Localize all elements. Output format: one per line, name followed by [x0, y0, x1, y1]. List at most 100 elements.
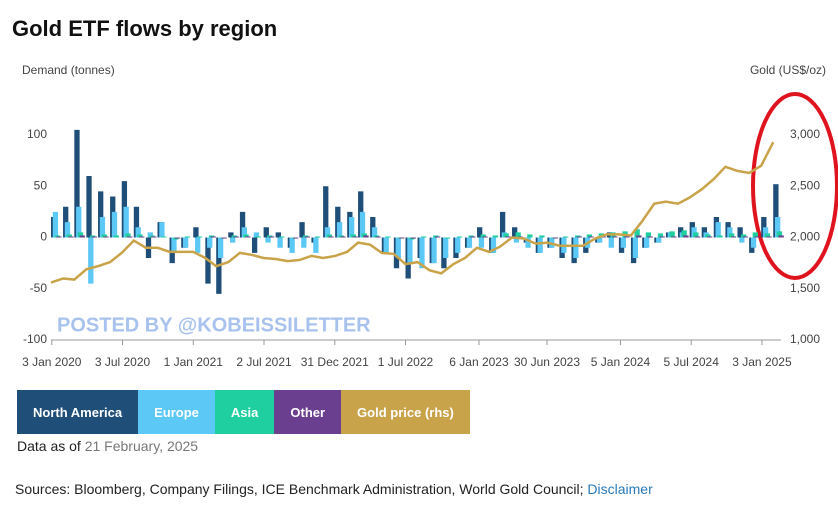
x-tick-label: 5 Jul 2024	[664, 355, 720, 369]
watermark: POSTED BY @KOBEISSILETTER	[57, 314, 371, 336]
bar	[233, 236, 239, 238]
bar	[279, 236, 285, 238]
bar	[123, 206, 129, 238]
bar	[399, 237, 405, 239]
bar	[766, 236, 772, 238]
bar	[715, 222, 721, 238]
bar	[444, 237, 451, 239]
bar	[56, 236, 62, 238]
bar	[111, 211, 118, 238]
bar	[328, 236, 334, 238]
bar	[385, 236, 391, 238]
bar	[101, 234, 107, 238]
bar	[245, 236, 251, 238]
y2-axis-label: Gold (US$/oz)	[750, 63, 826, 77]
bar	[375, 236, 381, 238]
bar	[737, 227, 743, 238]
x-tick-label: 1 Jan 2021	[164, 355, 224, 369]
bar	[314, 236, 321, 238]
chart: Gold ETF flows by region Demand (tonnes)…	[12, 16, 838, 369]
bar	[395, 237, 401, 258]
bar	[151, 236, 157, 238]
bar	[647, 236, 653, 238]
bar	[707, 236, 713, 238]
as-of: Data as of 21 February, 2025	[17, 438, 198, 454]
legend-item[interactable]: Gold price (rhs)	[341, 390, 470, 434]
bar	[133, 206, 140, 238]
bar	[762, 227, 769, 238]
as-of-label: Data as of	[17, 438, 81, 454]
bar	[515, 232, 521, 238]
as-of-date: 21 February, 2025	[84, 438, 199, 454]
y-tick-label: -50	[30, 281, 48, 295]
bar	[299, 222, 305, 238]
bar	[645, 232, 652, 238]
bar	[352, 236, 358, 238]
sources: Sources: Bloomberg, Company Filings, ICE…	[15, 481, 653, 497]
bar	[739, 237, 745, 243]
bar	[776, 231, 783, 238]
bar	[659, 236, 665, 238]
bar	[182, 237, 189, 248]
bar	[350, 234, 357, 238]
bar	[482, 236, 488, 238]
bar	[253, 232, 260, 238]
bar	[217, 237, 224, 258]
bar	[159, 222, 165, 238]
y-tick-label: -100	[23, 332, 47, 346]
bar	[193, 227, 199, 238]
bar	[171, 237, 177, 253]
bar	[752, 232, 758, 238]
legend-item[interactable]: Other	[274, 390, 342, 434]
bar	[359, 211, 366, 238]
bar	[586, 234, 592, 238]
legend-item[interactable]: North America	[17, 390, 139, 434]
bar	[466, 237, 473, 248]
legend-item[interactable]: Europe	[138, 390, 215, 434]
bar	[513, 237, 520, 243]
bar	[499, 211, 506, 238]
bar	[263, 227, 269, 238]
bar	[323, 186, 329, 238]
bar	[456, 236, 463, 238]
bar	[740, 234, 747, 238]
bar	[778, 235, 784, 238]
bar	[470, 236, 476, 238]
bar	[277, 237, 283, 248]
bar	[174, 237, 181, 239]
bar	[99, 217, 106, 238]
bar	[480, 234, 486, 238]
bar	[539, 235, 545, 238]
bar	[478, 237, 485, 248]
bar	[434, 236, 441, 238]
x-tick-label: 6 Jan 2023	[449, 355, 509, 369]
bar	[683, 235, 689, 238]
bar	[251, 237, 258, 253]
bar	[304, 236, 310, 238]
bar	[135, 227, 141, 238]
bar	[750, 237, 757, 248]
bar	[289, 237, 295, 253]
bar	[632, 237, 639, 258]
bar	[147, 232, 153, 238]
bar	[537, 237, 543, 253]
bar	[91, 236, 97, 238]
bar	[694, 236, 701, 238]
bar	[562, 236, 569, 238]
bar	[643, 237, 650, 248]
bar	[576, 236, 583, 238]
bar	[774, 217, 781, 238]
x-tick-label: 1 Jul 2022	[378, 355, 434, 369]
bar	[77, 232, 84, 238]
bar	[512, 227, 518, 238]
bar	[268, 236, 275, 238]
y2-tick-label: 2,500	[790, 178, 820, 192]
bar	[407, 237, 413, 264]
disclaimer-link[interactable]: Disclaimer	[587, 481, 653, 497]
bar	[207, 237, 213, 248]
bar	[705, 234, 711, 238]
legend: North America Europe Asia Other Gold price (…	[17, 390, 470, 434]
bar	[301, 237, 307, 248]
legend-item[interactable]: Asia	[214, 390, 275, 434]
bar	[754, 236, 760, 238]
